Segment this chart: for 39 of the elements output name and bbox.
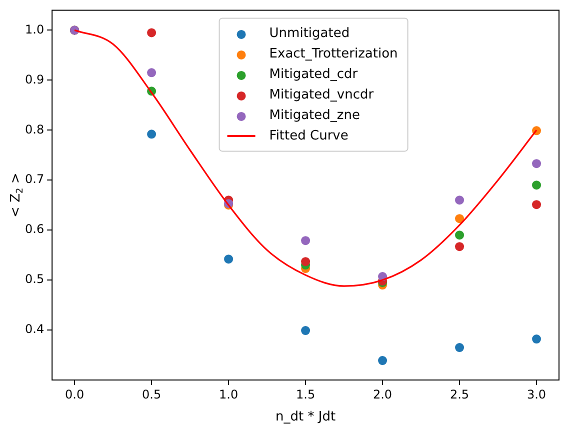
x-tick-label: 0.5 xyxy=(142,387,162,402)
x-axis-title: n_dt * Jdt xyxy=(276,410,336,425)
x-tick-label: 1.5 xyxy=(296,387,316,402)
point xyxy=(455,242,464,252)
legend-label: Exact_Trotterization xyxy=(269,46,398,62)
point xyxy=(532,200,542,210)
x-tick-label: 3.0 xyxy=(526,387,546,402)
legend-label: Unmitigated xyxy=(269,26,350,41)
x-tick-label: 2.0 xyxy=(372,387,392,402)
y-tick-label: 0.7 xyxy=(24,172,44,186)
point xyxy=(455,214,464,224)
y-axis-title: < Z2 > xyxy=(8,172,26,218)
point xyxy=(224,254,234,264)
y-tick-label: 0.8 xyxy=(24,122,44,136)
legend-label: Mitigated_cdr xyxy=(269,66,358,82)
point xyxy=(301,326,310,336)
point xyxy=(532,334,542,344)
y-tick-label: 0.4 xyxy=(24,322,44,336)
point xyxy=(147,68,156,78)
y-tick-label: 0.5 xyxy=(24,272,44,286)
point xyxy=(532,180,542,190)
point xyxy=(147,28,156,38)
y-tick-label: 1.0 xyxy=(24,22,44,36)
point xyxy=(301,236,310,246)
y-tick-label: 0.9 xyxy=(24,72,44,86)
legend-label: Mitigated_vncdr xyxy=(269,87,374,102)
point xyxy=(532,159,542,168)
point xyxy=(301,257,310,266)
point xyxy=(378,356,388,366)
legend-label: Mitigated_zne xyxy=(269,108,360,123)
x-tick-label: 0.0 xyxy=(65,387,84,402)
point xyxy=(455,343,464,352)
x-tick-label: 2.5 xyxy=(450,387,470,402)
point xyxy=(147,130,156,139)
legend-label: Fitted Curve xyxy=(269,128,348,144)
point xyxy=(455,196,464,205)
y-tick-label: 0.6 xyxy=(24,222,44,236)
point xyxy=(455,230,464,240)
x-tick-label: 1.0 xyxy=(219,387,238,402)
